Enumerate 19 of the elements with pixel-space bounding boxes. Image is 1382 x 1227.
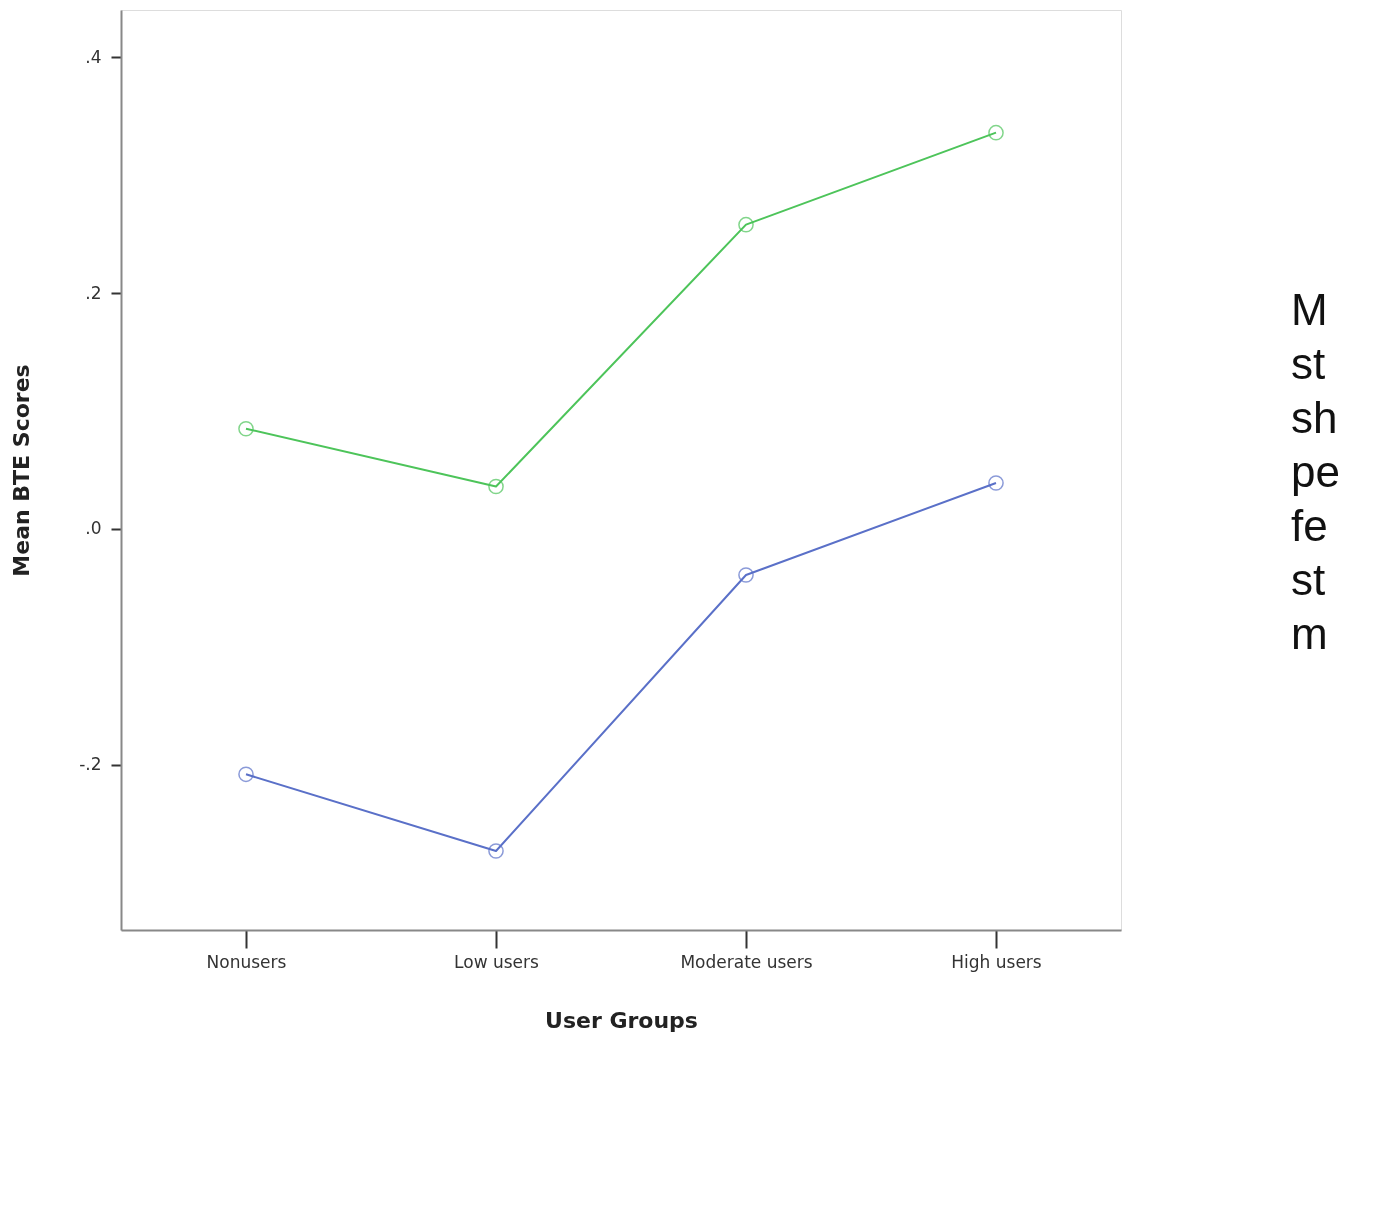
y-tick-label: .4 xyxy=(85,46,102,67)
point xyxy=(738,567,754,583)
point xyxy=(988,475,1004,491)
x-axis-title: User Groups xyxy=(545,1007,698,1033)
x-tick-label: Moderate users xyxy=(680,951,813,972)
point xyxy=(238,766,254,783)
y-tick-label: -.2 xyxy=(79,754,102,775)
point xyxy=(488,843,504,859)
point xyxy=(738,216,754,233)
point xyxy=(488,478,504,495)
point xyxy=(988,124,1004,141)
y-axis-title: Mean BTE Scores xyxy=(9,364,35,577)
text: M st sh pe fe st m xyxy=(1291,285,1340,658)
y-tick-label: .0 xyxy=(85,518,102,539)
point xyxy=(238,420,254,437)
y-tick-label: .2 xyxy=(85,282,102,303)
x-tick-label: High users xyxy=(951,951,1042,972)
x-tick-label: Low users xyxy=(454,951,540,972)
x-tick-label: Nonusers xyxy=(206,951,287,972)
